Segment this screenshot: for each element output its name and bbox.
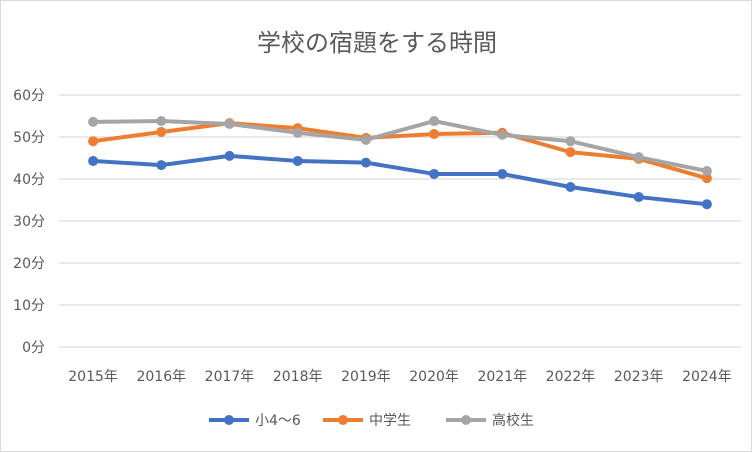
data-point — [633, 152, 644, 163]
series-line — [93, 119, 708, 173]
data-point — [701, 166, 712, 177]
x-tick-label: 2021年 — [477, 369, 527, 385]
data-point — [156, 116, 167, 127]
data-point — [360, 134, 371, 145]
data-point — [88, 116, 99, 127]
data-point — [88, 155, 99, 166]
x-tick-label: 2017年 — [205, 369, 255, 385]
legend-marker — [224, 415, 234, 425]
data-point — [497, 168, 508, 179]
data-point — [565, 147, 576, 158]
series-line — [92, 153, 708, 207]
legend-label: 小4〜6 — [255, 413, 301, 429]
x-tick-label: 2018年 — [273, 369, 323, 385]
data-point — [429, 129, 440, 140]
data-point — [88, 136, 99, 147]
legend-item: 小4〜6 — [209, 413, 301, 429]
y-tick-label: 50分 — [13, 130, 45, 146]
data-point — [224, 118, 235, 129]
data-point — [565, 136, 576, 147]
legend-label: 高校生 — [492, 412, 534, 429]
legend-marker — [338, 415, 348, 425]
x-tick-label: 2020年 — [409, 369, 459, 385]
x-tick-label: 2019年 — [341, 369, 391, 385]
data-point — [292, 155, 303, 166]
series-2 — [88, 116, 712, 177]
x-tick-label: 2024年 — [682, 369, 732, 385]
chart-title: 学校の宿題をする時間 — [257, 29, 497, 57]
x-tick-label: 2022年 — [546, 369, 596, 385]
y-tick-label: 20分 — [13, 256, 45, 272]
y-tick-label: 60分 — [13, 88, 45, 104]
legend-item: 高校生 — [446, 412, 534, 429]
data-point — [701, 173, 712, 184]
legend-item: 中学生 — [323, 413, 411, 429]
data-point — [224, 150, 235, 161]
y-tick-label: 0分 — [22, 340, 45, 356]
y-tick-label: 40分 — [13, 172, 45, 188]
data-point — [429, 168, 440, 179]
series-0 — [88, 150, 712, 210]
legend-label: 中学生 — [369, 413, 411, 429]
series-line — [92, 121, 708, 181]
data-point — [565, 181, 576, 192]
data-point — [701, 199, 712, 210]
data-point — [156, 160, 167, 171]
data-point — [633, 192, 644, 203]
y-tick-label: 30分 — [13, 214, 45, 230]
x-tick-label: 2016年 — [136, 369, 186, 385]
data-point — [429, 116, 440, 127]
data-point — [156, 126, 167, 137]
x-tick-label: 2023年 — [614, 369, 664, 385]
x-tick-label: 2015年 — [68, 369, 118, 385]
y-tick-label: 10分 — [13, 298, 45, 314]
data-point — [292, 127, 303, 138]
data-point — [360, 157, 371, 168]
legend-marker — [461, 415, 471, 425]
data-point — [497, 129, 508, 140]
